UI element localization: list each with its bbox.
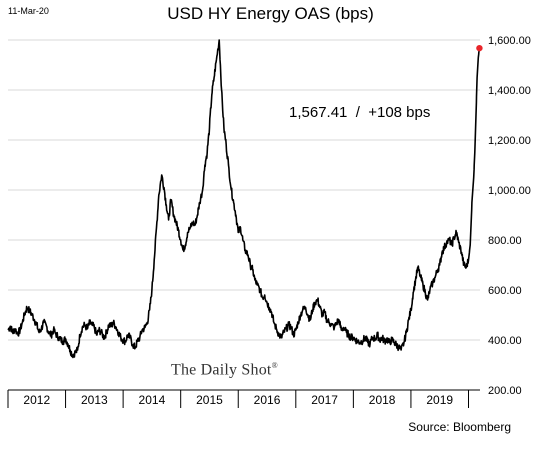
y-tick-label: 1,200.00 [488, 135, 531, 147]
y-tick-label: 1,000.00 [488, 185, 531, 197]
y-tick-label: 200.00 [488, 385, 522, 397]
watermark-registered-mark: ® [271, 361, 278, 370]
last-value-annotation: 1,567.41 / +108 bps [289, 104, 431, 121]
watermark-text: The Daily Shot [171, 361, 272, 379]
x-tick-label: 2017 [311, 393, 338, 407]
x-tick-label: 2018 [369, 393, 396, 407]
series-group [7, 39, 483, 359]
y-axis-labels: 200.00 400.00 600.00 800.00 1,000.00 1,200.00… [488, 35, 531, 397]
watermark-logo: The Daily Shot® [171, 361, 278, 379]
x-tick-label: 2014 [139, 393, 166, 407]
x-axis: 2012 2013 2014 2015 2016 2017 2018 2019 [7, 389, 480, 408]
x-tick-label: 2015 [196, 393, 223, 407]
x-tick-label: 2013 [81, 393, 108, 407]
date-stamp: 11-Mar-20 [8, 6, 49, 16]
chart-title: USD HY Energy OAS (bps) [167, 4, 374, 23]
x-tick-label: 2012 [23, 393, 50, 407]
source-note: Source: Bloomberg [408, 420, 511, 434]
y-tick-label: 1,600.00 [488, 35, 531, 47]
x-tick-label: 2016 [254, 393, 281, 407]
last-value-marker [476, 44, 483, 52]
y-tick-label: 600.00 [488, 285, 522, 297]
y-tick-label: 800.00 [488, 235, 522, 247]
series-line [7, 39, 481, 359]
x-tick-label: 2019 [426, 393, 453, 407]
y-tick-label: 1,400.00 [488, 85, 531, 97]
y-tick-label: 400.00 [488, 335, 522, 347]
